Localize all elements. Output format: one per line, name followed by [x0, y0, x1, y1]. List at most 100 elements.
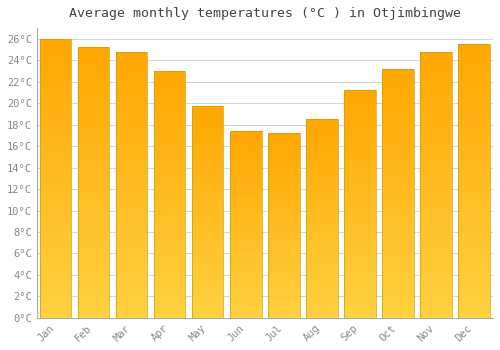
Bar	[192, 115, 224, 117]
Bar	[382, 223, 414, 226]
Bar	[192, 238, 224, 240]
Bar	[344, 259, 376, 261]
Bar	[40, 164, 72, 167]
Bar	[306, 175, 338, 177]
Bar	[230, 152, 262, 154]
Bar	[78, 164, 110, 166]
Bar	[268, 164, 300, 167]
Bar	[154, 288, 186, 291]
Bar	[306, 250, 338, 252]
Bar	[78, 131, 110, 134]
Bar	[458, 55, 490, 58]
Bar	[78, 96, 110, 99]
Bar	[458, 113, 490, 115]
Bar	[420, 110, 452, 113]
Bar	[458, 66, 490, 69]
Bar	[344, 238, 376, 240]
Bar	[382, 288, 414, 290]
Bar	[458, 143, 490, 146]
Bar	[230, 280, 262, 282]
Bar	[116, 230, 148, 233]
Bar	[382, 119, 414, 121]
Bar	[306, 139, 338, 141]
Bar	[306, 157, 338, 159]
Bar	[344, 272, 376, 275]
Bar	[78, 180, 110, 183]
Bar	[192, 145, 224, 147]
Bar	[458, 192, 490, 195]
Bar	[40, 243, 72, 245]
Bar	[78, 291, 110, 294]
Bar	[154, 278, 186, 281]
Bar	[344, 190, 376, 193]
Bar	[420, 190, 452, 193]
Bar	[268, 314, 300, 316]
Bar	[268, 172, 300, 174]
Bar	[382, 268, 414, 271]
Bar	[78, 296, 110, 299]
Bar	[268, 200, 300, 202]
Bar	[420, 273, 452, 275]
Bar	[382, 91, 414, 94]
Bar	[268, 242, 300, 244]
Bar	[40, 293, 72, 295]
Bar	[230, 312, 262, 314]
Bar	[420, 155, 452, 158]
Bar	[78, 269, 110, 272]
Bar	[116, 206, 148, 209]
Bar	[230, 251, 262, 252]
Bar	[230, 230, 262, 232]
Bar	[344, 298, 376, 300]
Bar	[154, 202, 186, 204]
Bar	[420, 116, 452, 118]
Bar	[344, 118, 376, 120]
Bar	[154, 162, 186, 165]
Bar	[40, 100, 72, 103]
Bar	[306, 125, 338, 127]
Bar	[458, 189, 490, 192]
Bar	[458, 255, 490, 258]
Bar	[382, 111, 414, 114]
Bar	[458, 290, 490, 293]
Bar	[268, 176, 300, 177]
Bar	[154, 111, 186, 113]
Bar	[154, 264, 186, 266]
Bar	[382, 161, 414, 163]
Bar	[344, 257, 376, 259]
Bar	[230, 288, 262, 290]
Bar	[116, 222, 148, 225]
Bar	[382, 253, 414, 255]
Bar	[344, 113, 376, 116]
Bar	[420, 129, 452, 132]
Bar	[192, 119, 224, 121]
Bar	[344, 279, 376, 281]
Bar	[268, 135, 300, 137]
Bar	[230, 267, 262, 269]
Bar	[116, 214, 148, 217]
Bar	[40, 187, 72, 189]
Bar	[230, 243, 262, 245]
Bar	[306, 155, 338, 157]
Bar	[344, 254, 376, 257]
Bar	[78, 80, 110, 83]
Bar	[40, 142, 72, 145]
Bar	[344, 145, 376, 147]
Bar	[154, 187, 186, 189]
Bar	[420, 315, 452, 318]
Bar	[420, 60, 452, 62]
Bar	[382, 89, 414, 91]
Bar	[154, 91, 186, 93]
Bar	[420, 118, 452, 121]
Bar	[306, 199, 338, 201]
Bar	[382, 176, 414, 178]
Bar	[268, 279, 300, 281]
Bar	[230, 307, 262, 309]
Bar	[40, 226, 72, 229]
Bar	[382, 104, 414, 106]
Bar	[40, 128, 72, 131]
Bar	[154, 313, 186, 315]
Bar	[306, 165, 338, 167]
Bar	[154, 293, 186, 296]
Bar	[116, 235, 148, 238]
Bar	[344, 211, 376, 213]
